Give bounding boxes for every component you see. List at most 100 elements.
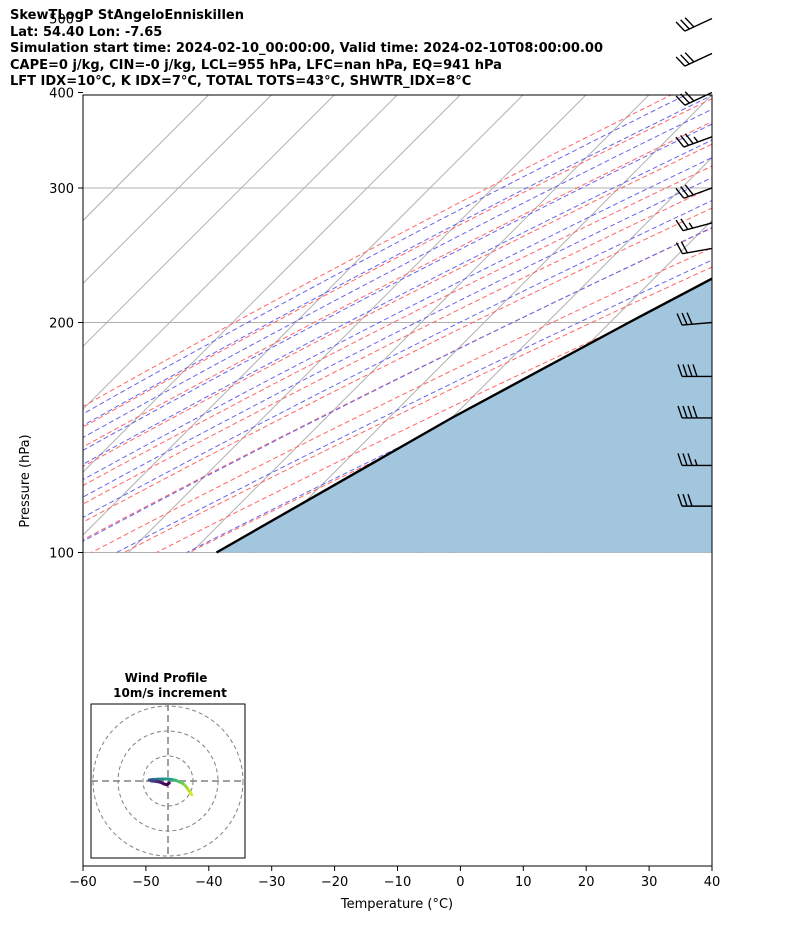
index-stats-label: LFT IDX=10°C, K IDX=7°C, TOTAL TOTS=43°C…	[10, 74, 472, 90]
y-tick-label: 500	[49, 12, 74, 27]
wind-barb-flag	[686, 312, 693, 325]
moist-adiabat-line	[83, 227, 712, 542]
isotherm-line	[253, 95, 712, 553]
x-tick-label: 10	[515, 875, 532, 890]
wind-barb-flag	[684, 17, 695, 28]
wind-barb	[675, 218, 713, 232]
wind-barb-flag	[677, 405, 683, 419]
moist-adiabat-line	[83, 108, 712, 439]
moist-adiabat-line	[83, 95, 687, 415]
cape-shaded-area	[216, 278, 712, 553]
y-tick-label: 100	[49, 546, 74, 561]
wind-barb-flag	[680, 186, 690, 197]
dry-adiabat-line	[83, 121, 712, 448]
x-tick-label: 0	[456, 875, 464, 890]
wind-barb-flag	[684, 91, 695, 102]
isotherm-line	[128, 95, 587, 553]
wind-barb-flag	[680, 135, 690, 146]
wind-barb	[677, 364, 712, 378]
y-tick-label: 400	[49, 87, 74, 102]
wind-barb-flag	[684, 52, 695, 63]
wind-barb	[675, 241, 713, 255]
x-tick-label: −50	[132, 875, 159, 890]
wind-barb-staff	[684, 91, 713, 106]
hodograph-plot	[91, 704, 245, 858]
wind-barb-flag	[680, 54, 690, 65]
wind-barb	[675, 184, 713, 199]
x-tick-label: −60	[69, 875, 96, 890]
simulation-time-label: Simulation start time: 2024-02-10_00:00:…	[10, 41, 603, 57]
dewpoint-profile-line	[756, 0, 794, 553]
wind-barb-flag	[682, 493, 688, 507]
wind-barb-flag	[692, 405, 698, 419]
hodograph-inset	[90, 703, 246, 859]
wind-barb	[675, 52, 713, 67]
x-tick-label: 40	[704, 875, 721, 890]
isotherm-line	[83, 95, 273, 285]
wind-barb-flag	[675, 136, 685, 148]
wind-barb-flag	[675, 21, 686, 32]
dry-adiabat-line	[83, 143, 712, 468]
y-axis-label: Pressure (hPa)	[18, 434, 33, 527]
isotherm-line	[83, 95, 524, 536]
y-tick-label: 200	[49, 317, 74, 332]
hodograph-trace-segment	[165, 781, 171, 787]
wind-barb	[676, 312, 713, 326]
x-tick-label: −40	[195, 875, 222, 890]
wind-barb-flag	[687, 453, 693, 466]
isotherm-line	[83, 95, 336, 348]
wind-barb-flag	[677, 453, 683, 466]
temperature-profile-line	[722, 0, 794, 552]
wind-barb-flag	[682, 405, 688, 419]
isotherm-line	[83, 95, 398, 410]
wind-barb	[675, 133, 713, 148]
wind-barb-flag	[680, 93, 690, 104]
wind-barb-half-flag	[694, 459, 698, 466]
chart-title-block: SkewTLogP StAngeloEnniskillen Lat: 54.40…	[10, 8, 603, 91]
wind-barb-staff	[684, 52, 713, 67]
x-axis-label: Temperature (°C)	[340, 897, 453, 912]
parcel-profile-line	[215, 277, 712, 554]
wind-barb-flag	[680, 218, 689, 230]
moist-adiabat-line	[83, 200, 712, 518]
x-tick-label: 20	[578, 875, 595, 890]
wind-barb-flag	[692, 364, 698, 377]
wind-barb	[675, 17, 713, 32]
wind-barb	[677, 453, 712, 467]
wind-barb-flag	[684, 184, 694, 196]
wind-barb-flag	[687, 493, 693, 507]
moist-adiabat-line	[83, 139, 712, 465]
wind-barb-flag	[680, 241, 688, 254]
wind-barb-flag	[675, 187, 685, 199]
x-tick-label: −10	[384, 875, 411, 890]
dry-adiabat-line	[83, 95, 673, 408]
wind-barb	[675, 91, 713, 106]
wind-barb-flag	[684, 133, 694, 145]
dry-adiabat-line	[83, 186, 712, 505]
isotherm-line	[757, 0, 794, 553]
hodograph-title: Wind Profile	[125, 671, 208, 685]
wind-barb-flag	[675, 95, 686, 106]
x-tick-label: −20	[321, 875, 348, 890]
wind-barb-flag	[675, 219, 684, 232]
wind-barb	[677, 405, 712, 419]
chart-title: SkewTLogP StAngeloEnniskillen	[10, 8, 244, 23]
wind-barb-flag	[675, 242, 684, 255]
wind-barb-flag	[682, 453, 688, 466]
isotherm-line	[83, 95, 210, 222]
wind-barb-staff	[684, 17, 713, 32]
wind-barb-flag	[677, 364, 683, 377]
wind-barb-flag	[681, 312, 688, 325]
wind-barb-half-flag	[693, 136, 699, 143]
wind-barb-flag	[687, 364, 693, 377]
wind-barb	[677, 493, 712, 507]
wind-barb-flag	[687, 405, 693, 419]
wind-barb-flag	[682, 364, 688, 377]
wind-barb-flag	[677, 493, 683, 507]
wind-barb-flag	[675, 56, 686, 67]
x-tick-label: 30	[641, 875, 658, 890]
cape-stats-label: CAPE=0 j/kg, CIN=-0 j/kg, LCL=955 hPa, L…	[10, 57, 502, 73]
y-tick-label: 300	[49, 182, 74, 197]
wind-barb-half-flag	[688, 222, 694, 229]
